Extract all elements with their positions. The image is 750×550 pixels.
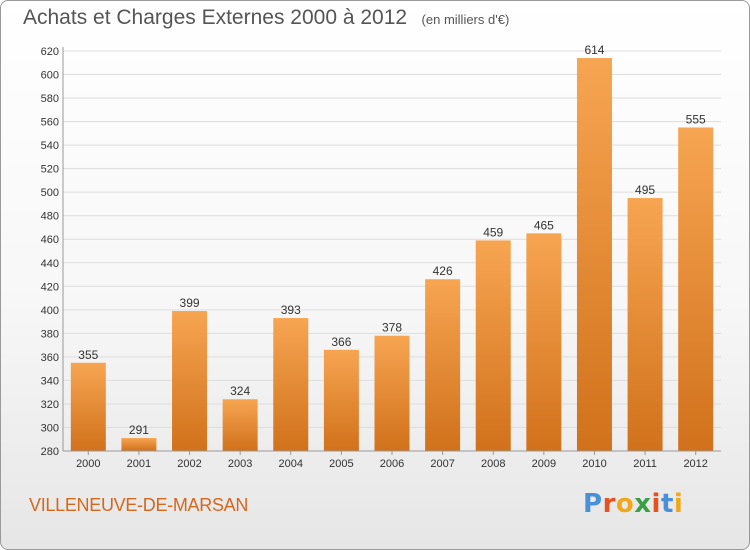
y-tick-label: 400 — [41, 305, 59, 317]
data-label: 393 — [281, 303, 301, 317]
bar — [273, 318, 309, 451]
title-row: Achats et Charges Externes 2000 à 2012 (… — [23, 6, 509, 30]
x-tick-label: 2011 — [633, 458, 657, 470]
y-tick-label: 380 — [41, 328, 59, 340]
y-tick-label: 620 — [41, 46, 59, 58]
x-tick-label: 2009 — [532, 458, 556, 470]
chart-title: Achats et Charges Externes 2000 à 2012 — [23, 6, 408, 29]
data-label: 399 — [180, 296, 200, 310]
data-label: 495 — [635, 183, 655, 197]
data-label: 366 — [331, 335, 351, 349]
place-name: VILLENEUVE-DE-MARSAN — [29, 495, 249, 515]
data-label: 291 — [129, 423, 149, 437]
y-tick-label: 320 — [41, 399, 59, 411]
y-tick-label: 560 — [41, 117, 59, 129]
y-tick-label: 300 — [41, 422, 59, 434]
data-label: 555 — [686, 112, 706, 126]
y-tick-label: 460 — [41, 234, 59, 246]
y-tick-label: 580 — [41, 93, 59, 105]
data-label: 378 — [382, 321, 402, 335]
chart-subtitle: (en milliers d'€) — [421, 12, 510, 27]
y-tick-label: 360 — [41, 352, 59, 364]
data-label: 459 — [483, 225, 503, 239]
bar — [121, 438, 157, 451]
x-tick-label: 2008 — [481, 458, 505, 470]
y-tick-label: 280 — [41, 446, 59, 458]
data-label: 324 — [230, 384, 250, 398]
bar — [323, 349, 359, 451]
bar — [526, 233, 562, 451]
proxiti-logo: Proxiti — [583, 489, 684, 519]
x-tick-label: 2002 — [177, 458, 201, 470]
y-tick-label: 420 — [41, 281, 59, 293]
x-tick-label: 2005 — [329, 458, 353, 470]
data-label: 614 — [584, 43, 604, 57]
data-label: 465 — [534, 218, 554, 232]
bar — [576, 58, 612, 451]
bar — [70, 362, 106, 451]
x-tick-label: 2012 — [683, 458, 707, 470]
data-label: 426 — [433, 264, 453, 278]
bar — [374, 335, 410, 451]
x-tick-label: 2010 — [582, 458, 606, 470]
data-label: 355 — [78, 348, 98, 362]
y-tick-label: 540 — [41, 140, 59, 152]
x-tick-label: 2006 — [380, 458, 404, 470]
bar — [425, 279, 461, 451]
y-tick-label: 500 — [41, 187, 59, 199]
x-tick-label: 2003 — [228, 458, 252, 470]
bar — [475, 240, 511, 451]
bar — [172, 311, 208, 451]
bar — [222, 399, 258, 451]
y-tick-label: 520 — [41, 164, 59, 176]
y-tick-label: 340 — [41, 375, 59, 387]
x-tick-label: 2000 — [76, 458, 100, 470]
y-tick-label: 600 — [41, 70, 59, 82]
x-tick-label: 2001 — [127, 458, 151, 470]
x-tick-label: 2007 — [430, 458, 454, 470]
x-tick-label: 2004 — [279, 458, 303, 470]
bar — [678, 127, 714, 452]
bar — [627, 198, 663, 451]
y-tick-label: 440 — [41, 258, 59, 270]
y-tick-label: 480 — [41, 211, 59, 223]
